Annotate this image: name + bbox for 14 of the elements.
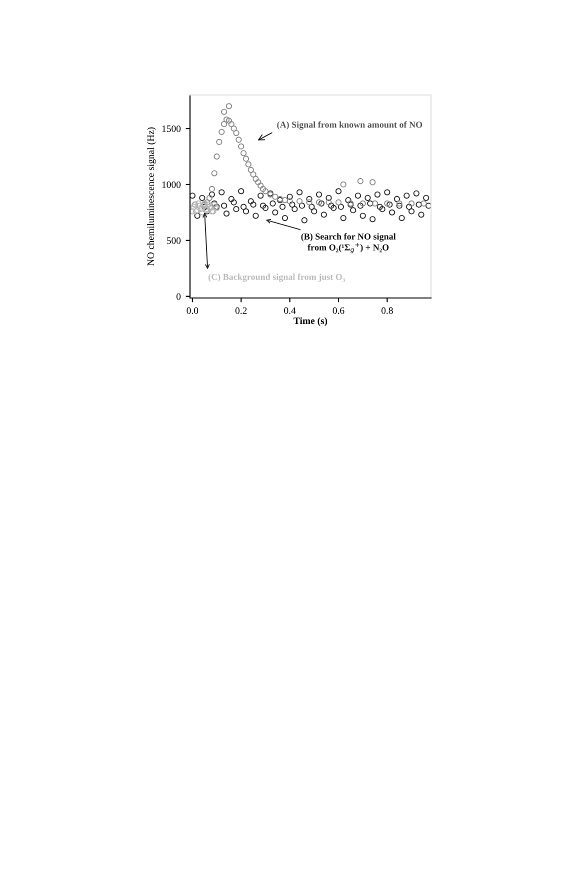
y-tick-label: 500 (166, 237, 181, 244)
y-tick-label: 1000 (162, 181, 181, 188)
x-tick-label: 0.6 (332, 307, 344, 314)
x-tick-label: 0.0 (186, 307, 198, 314)
annotation: (B) Search for NO signal from O₂(¹Σ$_{g}$$^{+}$) + N₂O (301, 233, 396, 254)
annotation: (A) Signal from known amount of NO (277, 121, 422, 130)
x-tick-label: 0.2 (235, 307, 247, 314)
y-tick-label: 0 (176, 293, 181, 300)
x-tick-label: 0.4 (284, 307, 296, 314)
annotation: (C) Background signal from just O₃ (208, 274, 345, 282)
x-tick-label: 0.8 (381, 307, 393, 314)
y-axis-title: NO chemiluminescence signal (Hz) (147, 127, 156, 266)
y-tick-label: 1500 (162, 125, 181, 132)
x-axis-title: Time (s) (294, 317, 328, 326)
